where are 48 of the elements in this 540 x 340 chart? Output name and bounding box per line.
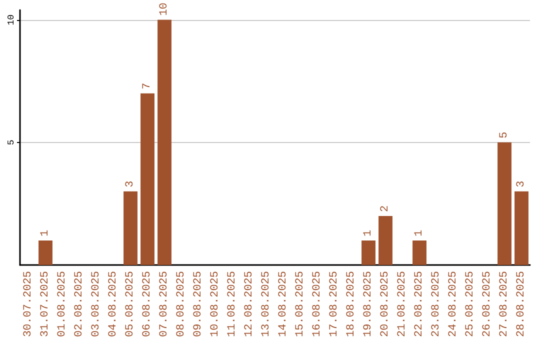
x-tick-label: 24.08.2025 [448,270,460,338]
bar [514,191,528,265]
x-tick-label: 06.08.2025 [142,270,154,338]
x-tick-label: 02.08.2025 [74,270,86,338]
x-tick-label: 28.08.2025 [516,270,528,338]
bar [378,216,392,265]
data-label: 1 [362,229,374,236]
x-tick-label: 09.08.2025 [192,270,204,338]
x-tick-label: 19.08.2025 [362,270,374,338]
x-tick-label: 26.08.2025 [482,270,494,338]
bar [498,142,512,265]
data-label: 3 [516,180,528,188]
x-tick-label: 05.08.2025 [124,270,136,338]
x-tick-label: 10.08.2025 [210,270,222,338]
data-label: 3 [124,180,136,188]
x-tick-label: 07.08.2025 [158,270,170,338]
data-label: 5 [498,132,510,138]
data-label: 1 [40,229,52,236]
x-tick-label: 22.08.2025 [414,270,426,338]
x-tick-label: 20.08.2025 [380,270,392,338]
bar [38,240,52,265]
data-label: 10 [158,2,170,16]
x-tick-label: 14.08.2025 [278,270,290,338]
x-tick-label: 18.08.2025 [346,270,358,338]
data-label: 7 [142,82,154,90]
x-tick-label: 30.07.2025 [22,270,34,338]
x-tick-label: 15.08.2025 [294,270,306,338]
bar [140,93,154,265]
x-tick-label: 08.08.2025 [176,270,188,338]
x-tick-label: 17.08.2025 [328,270,340,338]
x-tick-label: 11.08.2025 [226,270,238,338]
x-tick-label: 25.08.2025 [464,270,476,338]
bar [124,191,138,265]
data-label: 1 [414,229,426,236]
x-tick-label: 21.08.2025 [396,270,408,338]
x-tick-label: 04.08.2025 [108,270,120,338]
x-tick-label: 16.08.2025 [312,270,324,338]
x-tick-label: 13.08.2025 [260,270,272,338]
bar [362,240,376,265]
x-tick-label: 03.08.2025 [90,270,102,338]
x-tick-label: 12.08.2025 [244,270,256,338]
x-tick-label: 27.08.2025 [498,270,510,338]
x-tick-label: 23.08.2025 [430,270,442,338]
data-label: 2 [380,205,392,212]
bar [412,240,426,265]
x-tick-label: 01.08.2025 [56,270,68,338]
x-tick-label: 31.07.2025 [40,270,52,338]
bar [158,20,172,265]
